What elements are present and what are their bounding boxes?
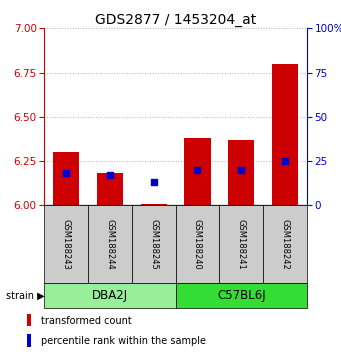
Text: GSM188241: GSM188241 (237, 219, 246, 270)
Bar (228, 140, 254, 205)
Text: GSM188244: GSM188244 (105, 219, 115, 270)
Text: transformed count: transformed count (41, 316, 132, 326)
Bar (132, 205, 176, 283)
Bar (44, 205, 88, 283)
Point (107, 172, 113, 178)
Bar (44, 283, 176, 308)
Text: GSM188240: GSM188240 (193, 219, 202, 270)
Bar (140, 204, 167, 205)
Bar (88, 205, 132, 283)
Point (63, 171, 69, 176)
Bar (27, 334, 31, 347)
Point (282, 158, 288, 164)
Text: GSM188243: GSM188243 (62, 219, 71, 270)
Point (195, 167, 200, 173)
Bar (263, 205, 307, 283)
Text: C57BL6J: C57BL6J (217, 289, 266, 302)
Point (239, 167, 244, 173)
Text: DBA2J: DBA2J (92, 289, 128, 302)
Bar (176, 205, 219, 283)
Bar (272, 64, 298, 205)
Bar (176, 283, 307, 308)
Bar (219, 205, 263, 283)
Text: percentile rank within the sample: percentile rank within the sample (41, 336, 206, 346)
Text: GSM188242: GSM188242 (281, 219, 290, 270)
Text: strain ▶: strain ▶ (6, 291, 44, 301)
Text: GSM188245: GSM188245 (149, 219, 158, 270)
Bar (97, 173, 123, 205)
Bar (53, 152, 79, 205)
Bar (27, 314, 31, 326)
Title: GDS2877 / 1453204_at: GDS2877 / 1453204_at (95, 13, 256, 27)
Bar (184, 138, 211, 205)
Point (151, 179, 157, 185)
